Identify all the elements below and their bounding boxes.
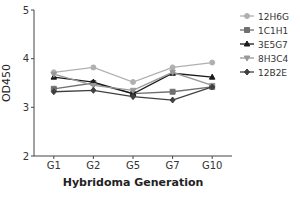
legend: 12H6G 1C1H1 3E5G7 8H3C4 12B2E (240, 12, 289, 78)
y-tick (31, 10, 34, 11)
legend-label: 12H6G (258, 12, 289, 22)
x-tick (172, 156, 173, 159)
y-axis-line (34, 10, 35, 156)
x-tick (53, 156, 54, 159)
series-point (210, 84, 215, 90)
series-point (91, 87, 96, 93)
chart: 2 3 4 5 G1 G2 G5 G7 G10 Hybridoma Generation OD450… (0, 0, 300, 200)
x-tick-label: G1 (47, 160, 61, 171)
series-point (210, 84, 215, 89)
y-tick-label: 5 (23, 5, 29, 16)
legend-label: 1C1H1 (258, 26, 288, 36)
series-point (131, 80, 136, 85)
y-axis-label: OD450 (0, 64, 13, 102)
series-point (170, 65, 175, 70)
y-tick-label: 2 (23, 151, 29, 162)
y-tick (31, 156, 34, 157)
series-point (51, 89, 56, 95)
legend-label: 3E5G7 (258, 40, 288, 50)
y-tick-label: 4 (23, 53, 29, 64)
series-line (54, 72, 212, 90)
series-point (170, 89, 175, 94)
x-tick (93, 156, 94, 159)
series-point (130, 88, 136, 93)
y-tick-label: 3 (23, 102, 29, 113)
x-tick (133, 156, 134, 159)
legend-label: 12B2E (258, 68, 287, 78)
series-point (210, 60, 215, 65)
legend-marker (245, 14, 250, 19)
legend-label: 8H3C4 (258, 54, 289, 64)
x-tick (212, 156, 213, 159)
series-point (170, 70, 176, 75)
y-tick (31, 58, 34, 59)
y-tick (31, 107, 34, 108)
x-axis-label: Hybridoma Generation (63, 176, 204, 189)
legend-marker (245, 69, 250, 75)
series-point (170, 70, 176, 75)
series-point (170, 97, 175, 103)
series-point (51, 72, 57, 77)
series-point (131, 94, 136, 100)
series-line (54, 87, 212, 100)
plot-area (51, 60, 215, 103)
legend-marker (244, 41, 250, 46)
x-tick-label: G10 (202, 160, 222, 171)
legend-marker (245, 28, 250, 33)
legend-marker (244, 56, 250, 61)
series-point (91, 65, 96, 70)
x-tick-label: G5 (126, 160, 140, 171)
x-tick-label: G7 (166, 160, 180, 171)
x-tick-label: G2 (86, 160, 100, 171)
series-line (54, 83, 212, 94)
series-point (209, 74, 215, 79)
